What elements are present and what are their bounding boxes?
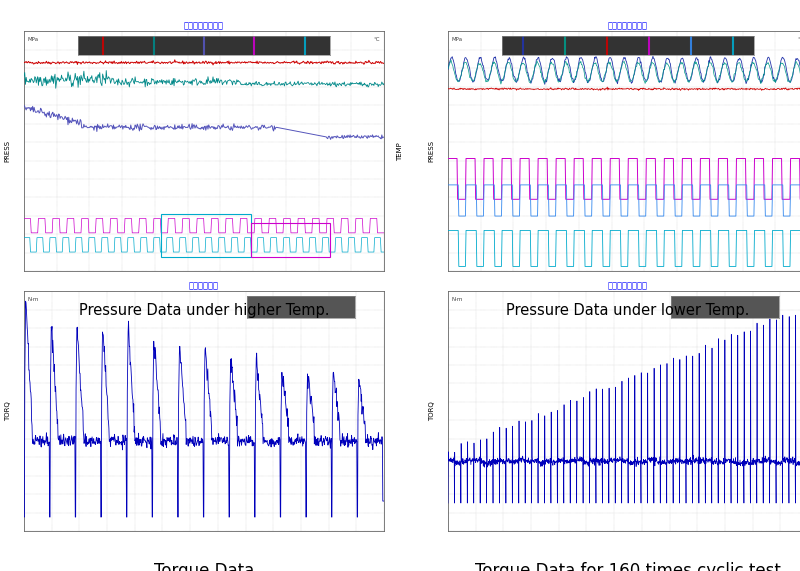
Bar — [161, 214, 251, 257]
Text: Torque Data: Torque Data — [154, 562, 254, 571]
Text: Torque Data for 160 times cyclic test: Torque Data for 160 times cyclic test — [475, 562, 781, 571]
Title: 压力温度数据采集: 压力温度数据采集 — [184, 22, 224, 31]
Text: TORQ: TORQ — [429, 401, 435, 421]
Text: PRESS: PRESS — [5, 140, 11, 162]
Bar — [251, 223, 330, 257]
Text: N·m: N·m — [451, 297, 463, 302]
Text: N·m: N·m — [27, 297, 39, 302]
Text: PRESS: PRESS — [429, 140, 435, 162]
Title: 扰跞数据采集: 扰跞数据采集 — [189, 282, 219, 291]
Text: TEMP: TEMP — [397, 142, 403, 160]
Text: MPa: MPa — [27, 37, 38, 42]
Text: TORQ: TORQ — [5, 401, 11, 421]
Text: °C: °C — [798, 37, 800, 42]
Title: 扰跞实时数据采集: 扰跞实时数据采集 — [608, 282, 648, 291]
Text: Pressure Data under higher Temp.: Pressure Data under higher Temp. — [78, 303, 330, 317]
Title: 压力温度数据采集: 压力温度数据采集 — [608, 22, 648, 31]
Text: °C: °C — [374, 37, 381, 42]
Text: Pressure Data under lower Temp.: Pressure Data under lower Temp. — [506, 303, 750, 317]
Text: MPa: MPa — [451, 37, 462, 42]
